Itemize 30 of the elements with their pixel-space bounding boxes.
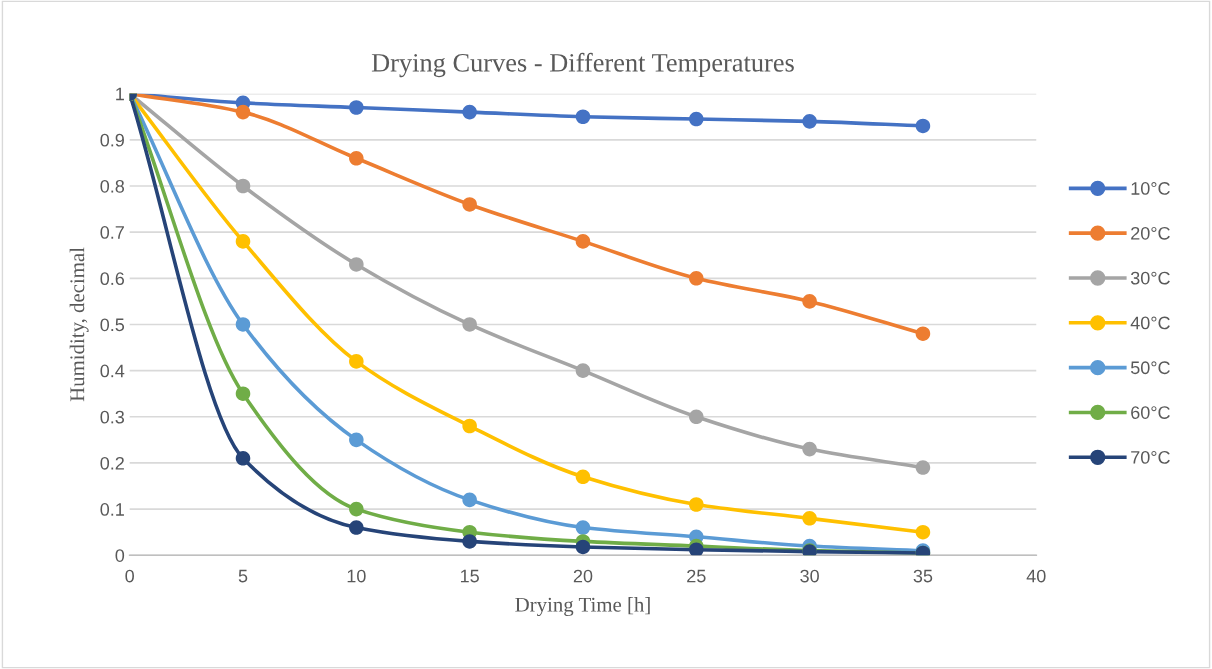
x-axis-title: Drying Time [h] xyxy=(515,597,650,617)
y-tick-label: 0.9 xyxy=(100,133,124,147)
y-tick-label: 0.1 xyxy=(100,503,124,516)
x-tick-label: 35 xyxy=(913,569,933,583)
legend-label: 10°C xyxy=(1131,182,1170,195)
x-tick-label: 25 xyxy=(687,569,706,583)
y-tick-label: 0.3 xyxy=(100,410,125,424)
y-axis-title: Humidity, decimal xyxy=(69,247,89,402)
legend-label: 50°C xyxy=(1130,361,1170,375)
y-tick-label: 0.7 xyxy=(100,226,124,239)
x-tick-label: 10 xyxy=(347,569,366,583)
legend-label: 30°C xyxy=(1130,271,1170,285)
legend-label: 70°C xyxy=(1131,450,1170,464)
legend-label: 40°C xyxy=(1130,316,1170,330)
legend-label: 20°C xyxy=(1131,226,1170,240)
chart-title: Drying Curves - Different Temperatures xyxy=(371,52,794,78)
y-tick-label: 0.2 xyxy=(100,456,124,470)
x-tick-label: 5 xyxy=(238,569,248,583)
y-tick-label: 0.4 xyxy=(100,364,125,378)
y-tick-label: 0.6 xyxy=(100,272,125,286)
legend-label: 60°C xyxy=(1131,406,1170,419)
x-tick-label: 20 xyxy=(573,569,593,583)
x-tick-label: 30 xyxy=(800,569,819,583)
x-tick-label: 15 xyxy=(460,569,479,583)
y-tick-label: 0.8 xyxy=(100,179,125,193)
y-tick-label: 1 xyxy=(116,87,124,101)
y-tick-label: 0.5 xyxy=(100,318,125,332)
x-tick-label: 0 xyxy=(125,569,134,583)
y-tick-label: 0 xyxy=(115,549,125,562)
x-tick-label: 40 xyxy=(1026,569,1046,583)
